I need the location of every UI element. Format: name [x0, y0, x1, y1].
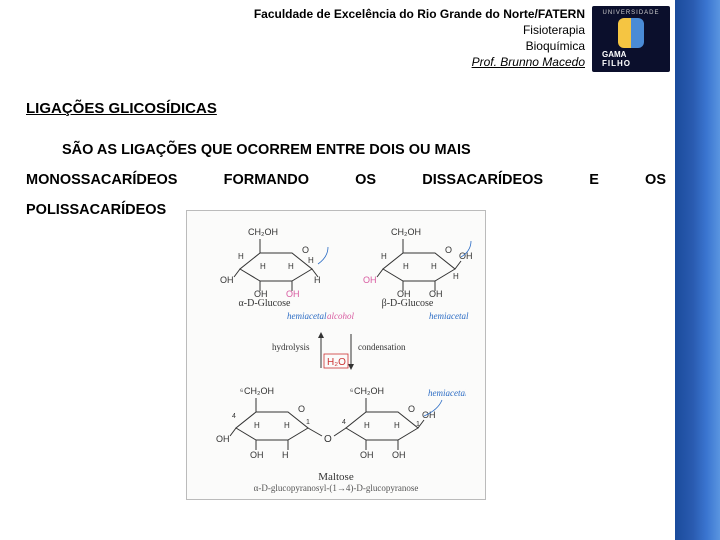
- svg-text:H: H: [260, 262, 266, 271]
- reaction-arrows: hydrolysis condensation H₂O: [187, 328, 485, 378]
- logo-top-text: UNIVERSIDADE: [602, 10, 659, 16]
- svg-text:O: O: [408, 404, 415, 414]
- svg-text:CH₂OH: CH₂OH: [248, 227, 278, 237]
- svg-text:hemiacetal: hemiacetal: [287, 311, 327, 321]
- svg-text:OH: OH: [216, 434, 230, 444]
- text-dissa: DISSACARÍDEOS: [422, 165, 543, 195]
- svg-text:OH: OH: [422, 410, 436, 420]
- svg-text:OH: OH: [254, 289, 268, 297]
- text-line-1: SÃO AS LIGAÇÕES QUE OCORREM ENTRE DOIS O…: [26, 135, 660, 165]
- slide-header: Faculdade de Excelência do Rio Grande do…: [254, 6, 585, 70]
- svg-text:H: H: [288, 262, 294, 271]
- svg-text:OH: OH: [250, 450, 264, 460]
- svg-text:1: 1: [306, 419, 310, 426]
- svg-text:OH: OH: [220, 275, 234, 285]
- svg-text:OH: OH: [286, 289, 300, 297]
- slide-title: LIGAÇÕES GLICOSÍDICAS: [26, 100, 660, 117]
- monomer-row: CH₂OH O OH OH OH H H H H H α-D-Glucose: [187, 211, 485, 309]
- svg-text:4: 4: [342, 419, 346, 426]
- svg-text:O: O: [298, 404, 305, 414]
- alpha-glucose: CH₂OH O OH OH OH H H H H H α-D-Glucose: [210, 219, 320, 309]
- maltose: ⁶ CH₂OH ⁶ CH₂OH O O O OH OH H OH OH OH 4…: [187, 378, 485, 493]
- text-e: E: [589, 165, 599, 195]
- svg-text:1: 1: [416, 421, 420, 428]
- svg-text:H: H: [453, 272, 459, 281]
- svg-text:H: H: [254, 421, 260, 430]
- svg-text:H: H: [238, 252, 244, 261]
- svg-text:OH: OH: [397, 289, 411, 297]
- svg-text:H: H: [381, 252, 387, 261]
- top-annotations: hemiacetal hemiacetal alcohol: [187, 309, 487, 323]
- svg-text:H: H: [284, 421, 290, 430]
- svg-text:H: H: [403, 262, 409, 271]
- svg-text:CH₂OH: CH₂OH: [354, 386, 384, 396]
- text-os2: OS: [645, 165, 666, 195]
- header-subject: Bioquímica: [254, 38, 585, 54]
- svg-text:H: H: [314, 275, 321, 285]
- text-line-2: MONOSSACARÍDEOS FORMANDO OS DISSACARÍDEO…: [26, 165, 666, 195]
- right-gradient-bar: [675, 0, 720, 540]
- svg-text:OH: OH: [363, 275, 377, 285]
- beta-glucose: CH₂OH O OH OH OH OH H H H H β-D-Glucose: [353, 219, 463, 309]
- glycosidic-diagram: CH₂OH O OH OH OH H H H H H α-D-Glucose: [186, 210, 486, 500]
- maltose-iupac: α-D-glucopyranosyl-(1→4)-D-glucopyranose: [187, 483, 485, 493]
- header-course: Fisioterapia: [254, 22, 585, 38]
- text-os1: OS: [355, 165, 376, 195]
- alpha-label: α-D-Glucose: [210, 298, 320, 309]
- beta-label: β-D-Glucose: [353, 298, 463, 309]
- svg-text:CH₂OH: CH₂OH: [391, 227, 421, 237]
- svg-text:⁶: ⁶: [240, 387, 243, 396]
- logo-gama-filho: UNIVERSIDADE GAMA FILHO: [592, 6, 670, 72]
- svg-text:OH: OH: [459, 251, 473, 261]
- svg-text:hemiacetal: hemiacetal: [428, 388, 466, 398]
- text-formando: FORMANDO: [224, 165, 309, 195]
- svg-text:H: H: [282, 450, 289, 460]
- logo-emblem: [618, 18, 644, 48]
- text-mono: MONOSSACARÍDEOS: [26, 165, 177, 195]
- svg-text:OH: OH: [360, 450, 374, 460]
- svg-text:O: O: [324, 434, 332, 445]
- svg-text:OH: OH: [429, 289, 443, 297]
- svg-text:hemiacetal: hemiacetal: [429, 311, 469, 321]
- svg-text:CH₂OH: CH₂OH: [244, 386, 274, 396]
- svg-text:⁶: ⁶: [350, 387, 353, 396]
- svg-text:O: O: [445, 245, 452, 255]
- svg-text:hydrolysis: hydrolysis: [272, 342, 310, 352]
- header-professor: Prof. Brunno Macedo: [254, 54, 585, 70]
- svg-text:alcohol: alcohol: [327, 311, 354, 321]
- slide-content: LIGAÇÕES GLICOSÍDICAS SÃO AS LIGAÇÕES QU…: [26, 100, 660, 225]
- svg-text:H₂O: H₂O: [327, 357, 346, 368]
- logo-brand-1: GAMA: [596, 50, 666, 59]
- svg-text:OH: OH: [392, 450, 406, 460]
- header-institution: Faculdade de Excelência do Rio Grande do…: [254, 6, 585, 22]
- svg-text:H: H: [431, 262, 437, 271]
- svg-text:H: H: [308, 256, 314, 265]
- svg-text:O: O: [302, 245, 309, 255]
- svg-text:4: 4: [232, 413, 236, 420]
- maltose-name: Maltose: [187, 471, 485, 483]
- svg-text:condensation: condensation: [358, 342, 406, 352]
- logo-brand-2: FILHO: [596, 59, 666, 68]
- svg-text:H: H: [364, 421, 370, 430]
- svg-text:H: H: [394, 421, 400, 430]
